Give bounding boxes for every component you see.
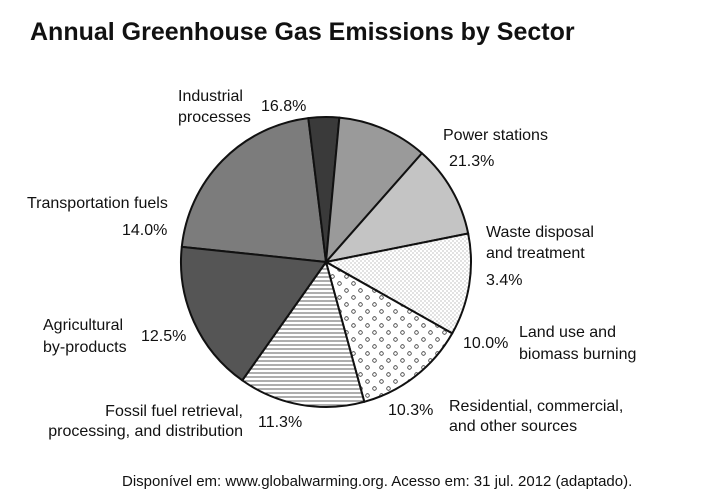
slice-power xyxy=(180,117,327,263)
chart-title: Annual Greenhouse Gas Emissions by Secto… xyxy=(30,18,575,46)
pct-industrial: 16.8% xyxy=(261,98,306,115)
source-note: Disponível em: www.globalwarming.org. Ac… xyxy=(122,473,633,490)
label-industrial-2: processes xyxy=(178,109,251,126)
label-agricultural-2: by-products xyxy=(43,339,127,356)
label-power: Power stations xyxy=(443,127,548,144)
label-industrial: Industrial xyxy=(178,88,243,105)
label-waste-2: and treatment xyxy=(486,245,585,262)
pct-transportation: 14.0% xyxy=(122,222,167,239)
label-residential-2: and other sources xyxy=(449,418,577,435)
slice-fossil xyxy=(325,232,472,335)
label-landuse: Land use and xyxy=(519,324,616,341)
pct-agricultural: 12.5% xyxy=(141,328,186,345)
label-residential: Residential, commercial, xyxy=(449,398,623,415)
label-landuse-2: biomass burning xyxy=(519,346,636,363)
slice-residential xyxy=(325,152,470,263)
pct-power: 21.3% xyxy=(449,153,494,170)
pct-residential: 10.3% xyxy=(388,402,433,419)
pct-fossil: 11.3% xyxy=(258,414,302,431)
pct-waste: 3.4% xyxy=(486,272,522,289)
slice-agricultural xyxy=(325,261,454,403)
pct-landuse: 10.0% xyxy=(463,335,508,352)
label-agricultural: Agricultural xyxy=(43,317,123,334)
label-fossil: Fossil fuel retrieval, xyxy=(105,403,243,420)
label-transportation: Transportation fuels xyxy=(27,195,168,212)
label-fossil-2: processing, and distribution xyxy=(48,423,243,440)
slice-landuse xyxy=(325,116,423,263)
slice-transportation xyxy=(241,261,366,408)
label-waste: Waste disposal xyxy=(486,224,594,241)
slice-industrial xyxy=(180,245,327,382)
